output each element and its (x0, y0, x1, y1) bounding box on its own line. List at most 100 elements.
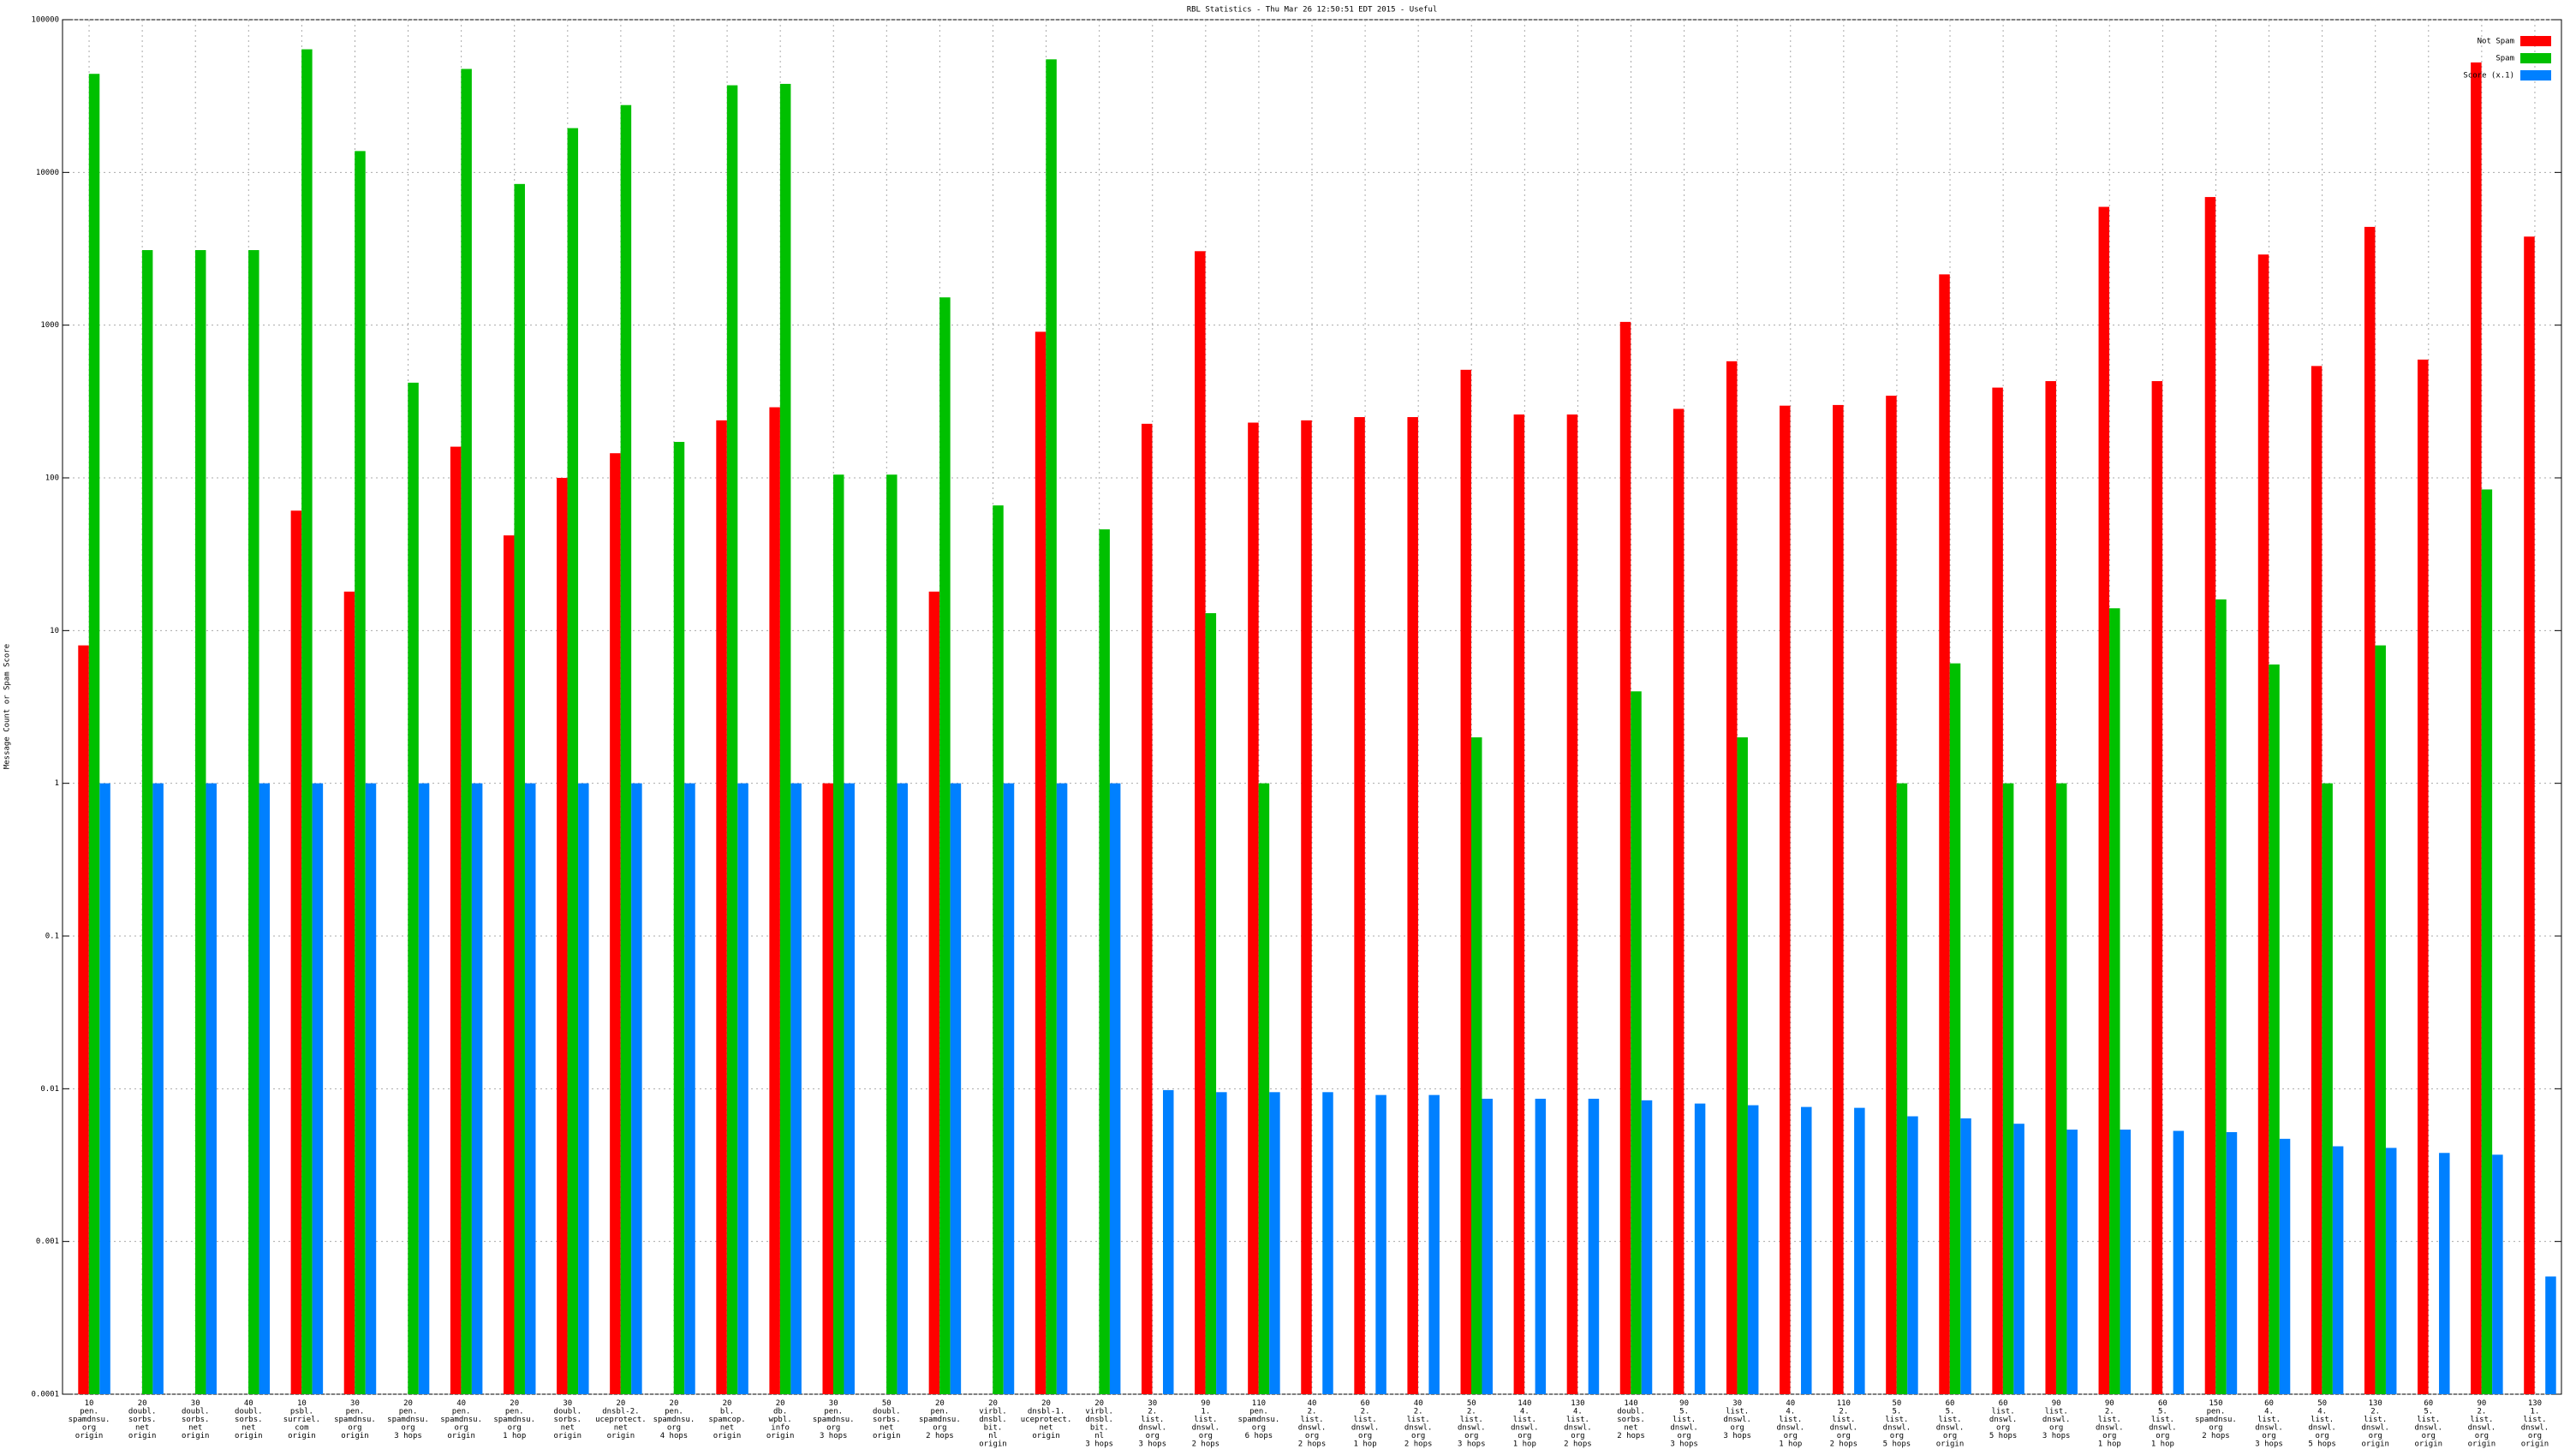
label-line: virbl. (1085, 1407, 1113, 1416)
label-line: 3 hops (1723, 1432, 1751, 1440)
bar (1301, 420, 1312, 1395)
label-line: 30 (1148, 1399, 1157, 1408)
bar (2204, 197, 2216, 1395)
label-line: 2. (1467, 1407, 1476, 1416)
bar (1588, 1099, 1600, 1394)
label-line: pen. (399, 1407, 418, 1416)
legend-swatch (2520, 70, 2551, 80)
label-line: org (1996, 1423, 2010, 1432)
bar (567, 128, 579, 1395)
bar (897, 783, 909, 1394)
label-line: spamdnsu. (919, 1416, 961, 1424)
bar (1205, 613, 1217, 1394)
label-line: 60 (2424, 1399, 2433, 1408)
label-line: 2. (1308, 1407, 1317, 1416)
bar (1035, 331, 1046, 1394)
label-line: net (880, 1423, 893, 1432)
label-line: org (933, 1423, 946, 1432)
label-line: dnsbl-1. (1028, 1407, 1064, 1416)
bar (365, 783, 377, 1394)
x-tick-label: 20 pen. spamdnsu. org 3 hops (387, 1399, 429, 1440)
label-line: 2. (1148, 1407, 1157, 1416)
x-tick-label: 110 2. list. dnswl. org 2 hops (1830, 1399, 1858, 1449)
label-line: list. (1832, 1416, 1855, 1424)
label-line: dnswl. (1883, 1423, 1911, 1432)
label-line: dnswl. (1138, 1423, 1166, 1432)
x-tick-label: 20 bl. spamcop. net origin (708, 1399, 745, 1440)
label-line: sorbs. (1617, 1416, 1645, 1424)
label-line: origin (607, 1432, 635, 1440)
bar (2418, 359, 2429, 1394)
bar (450, 446, 462, 1394)
bar (2364, 226, 2376, 1394)
label-line: bit. (984, 1423, 1003, 1432)
label-line: doubl. (1617, 1407, 1645, 1416)
label-line: 5. (2158, 1407, 2168, 1416)
label-line: 4. (2264, 1407, 2274, 1416)
label-line: 40 (244, 1399, 253, 1408)
label-line: origin (2521, 1440, 2549, 1448)
label-line: 60 (1999, 1399, 2008, 1408)
label-line: net (1039, 1423, 1052, 1432)
x-tick-label: 130 1. list. dnswl. org origin (2521, 1399, 2549, 1449)
label-line: dnswl. (1458, 1423, 1486, 1432)
x-tick-label: 40 2. list. dnswl. org 2 hops (1298, 1399, 1327, 1449)
x-tick-label: 40 4. list. dnswl. org 1 hop (1777, 1399, 1805, 1449)
label-line: 30 (191, 1399, 200, 1408)
x-tick-label: 50 4. list. dnswl. org 5 hops (2308, 1399, 2336, 1449)
label-line: origin (2361, 1440, 2389, 1448)
label-line: 90 (1201, 1399, 1210, 1408)
legend-label: Score (x.1) (2463, 72, 2514, 80)
bar (631, 783, 642, 1394)
label-line: 6 hops (1245, 1432, 1273, 1440)
x-tick-label: 60 5. list. dnswl. org 1 hop (2149, 1399, 2177, 1449)
label-line: 130 (2528, 1399, 2542, 1408)
label-line: pen. (824, 1407, 843, 1416)
x-tick-label: 110 pen. spamdnsu. org 6 hops (1238, 1399, 1280, 1440)
label-line: origin (288, 1432, 316, 1440)
label-line: org (2156, 1432, 2169, 1440)
label-line: bl. (720, 1407, 734, 1416)
bar (514, 183, 525, 1394)
label-line: list. (1938, 1416, 1961, 1424)
label-line: 60 (2264, 1399, 2274, 1408)
bar (1566, 414, 1578, 1394)
label-line: 20 (670, 1399, 679, 1408)
bar (886, 474, 897, 1395)
bar (2375, 645, 2386, 1394)
label-line: origin (2468, 1440, 2496, 1448)
x-tick-label: 20 dnsbl-1. uceprotect. net origin (1021, 1399, 1072, 1440)
bar (1619, 321, 1631, 1394)
bar (1726, 361, 1738, 1394)
bar (1833, 404, 1844, 1395)
label-line: pen. (2207, 1407, 2226, 1416)
bar (524, 783, 536, 1394)
label-line: org (1837, 1432, 1851, 1440)
label-line: 30 (1732, 1399, 1742, 1408)
label-line: dnswl. (1351, 1423, 1380, 1432)
label-line: list. (1885, 1416, 1908, 1424)
label-line: pen. (1249, 1407, 1268, 1416)
label-line: org (455, 1423, 468, 1432)
label-line: pen. (665, 1407, 683, 1416)
label-line: 30 (563, 1399, 572, 1408)
label-line: 10 (85, 1399, 94, 1408)
label-line: pen. (452, 1407, 471, 1416)
label-line: psbl. (290, 1407, 313, 1416)
bar (1460, 369, 1472, 1394)
bar (2002, 783, 2014, 1394)
label-line: origin (2415, 1440, 2443, 1448)
bar (2332, 1146, 2344, 1394)
bar (1195, 251, 1206, 1395)
label-line: 20 (776, 1399, 785, 1408)
label-line: 90 (2052, 1399, 2061, 1408)
label-line: bit. (1090, 1423, 1109, 1432)
x-tick-label: 30 doubl. sorbs. net origin (554, 1399, 582, 1440)
label-line: dnswl. (1670, 1423, 1698, 1432)
label-line: origin (979, 1440, 1007, 1448)
label-line: 2 hops (1192, 1440, 1220, 1448)
label-line: dnswl. (1830, 1423, 1858, 1432)
bar (290, 510, 302, 1394)
bar (1992, 387, 2003, 1394)
label-line: list. (1726, 1407, 1749, 1416)
